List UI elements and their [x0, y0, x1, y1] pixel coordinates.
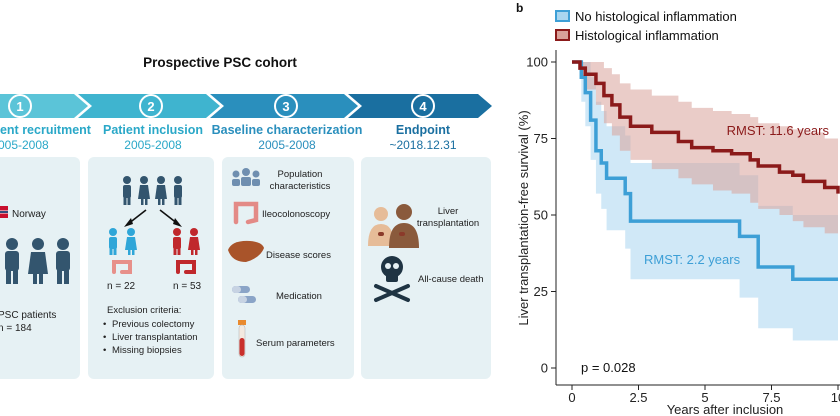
step-2-badge: 2	[139, 94, 163, 118]
red-patients-icon	[173, 228, 200, 255]
flowchart-title: Prospective PSC cohort	[143, 55, 297, 70]
inclusion-n-right: n = 53	[173, 281, 202, 292]
liver-icon	[228, 240, 264, 262]
svg-text:4: 4	[419, 99, 427, 114]
step-1-badge: 1	[8, 94, 32, 118]
inclusion-box	[88, 157, 214, 379]
inflamed-colon-icon	[176, 260, 196, 274]
baseline-item-5: Serum parameters	[256, 338, 335, 349]
confidence-bands	[572, 62, 838, 341]
svg-text:1: 1	[16, 99, 23, 114]
p-value-label: p = 0.028	[581, 360, 636, 375]
step-2-years: 2005-2008	[124, 138, 182, 152]
included-patients-icon	[123, 176, 182, 205]
step-3-badge: 3	[274, 94, 298, 118]
survival-chart: b No histological inflammation Histologi…	[516, 1, 840, 416]
legend-swatch-no-inflammation	[555, 10, 570, 22]
skull-crossbones-icon	[374, 256, 410, 302]
country-label: Norway	[12, 209, 46, 220]
x-tick-label: 0	[568, 390, 575, 405]
patients-label: PSC patients	[0, 310, 56, 321]
exclusion-bullet-2: •	[103, 332, 106, 343]
baseline-item-3: Disease scores	[266, 250, 331, 261]
exclusion-title: Exclusion criteria:	[107, 305, 181, 316]
y-axis-title: Liver transplantation-free survival (%)	[516, 110, 531, 325]
ci-band-inflammation	[572, 62, 838, 240]
baseline-item-1-line1: Population	[278, 169, 323, 180]
step-4-label: Endpoint	[396, 123, 451, 137]
survival-curve-no-inflammation	[572, 60, 838, 282]
svg-text:3: 3	[282, 99, 289, 114]
colon-icon	[233, 201, 259, 225]
step-2-label: Patient inclusion	[103, 123, 203, 137]
exclusion-bullet-3: •	[103, 345, 106, 356]
baseline-item-4: Medication	[276, 291, 322, 302]
transplant-people-icon	[368, 204, 419, 248]
endpoint-box	[361, 157, 491, 379]
baseline-item-1-line2: characteristics	[270, 181, 331, 192]
chart-legend: No histological inflammation Histologica…	[555, 9, 737, 43]
ci-band-no-inflammation	[572, 62, 838, 341]
exclusion-item-2: Liver transplantation	[112, 332, 198, 343]
norway-flag-icon	[0, 206, 8, 218]
step-3-years: 2005-2008	[258, 138, 316, 152]
split-arrows	[124, 209, 182, 227]
y-tick-label: 25	[534, 284, 548, 299]
step-4-badge: 4	[411, 94, 435, 118]
pills-icon	[232, 286, 256, 303]
exclusion-item-3: Missing biopsies	[112, 345, 182, 356]
panel-label: b	[516, 1, 523, 15]
endpoint-item-1-line2: transplantation	[417, 218, 479, 229]
x-axis-title: Years after inclusion	[667, 402, 784, 416]
baseline-item-2: Ileocolonoscopy	[262, 209, 330, 220]
exclusion-bullet-1: •	[103, 319, 106, 330]
flowchart-panel: Prospective PSC cohort 1 2 3 4 Patie	[0, 55, 492, 379]
legend-label-inflammation: Histological inflammation	[575, 28, 719, 43]
x-tick-label: 2.5	[629, 390, 647, 405]
y-tick-label: 75	[534, 131, 548, 146]
legend-swatch-inflammation	[555, 29, 570, 41]
patients-count: n = 184	[0, 323, 32, 334]
y-tick-label: 50	[534, 208, 548, 223]
x-tick-label: 7.5	[762, 390, 780, 405]
axis-ticks: 0 25 50 75 100 0 2.5 5 7.5 10	[526, 55, 840, 406]
x-tick-label: 10	[831, 390, 840, 405]
patients-group-icon	[5, 238, 70, 284]
survival-curve-inflammation	[572, 60, 840, 194]
legend-label-no-inflammation: No histological inflammation	[575, 9, 737, 24]
rmst-no-inflammation-label: RMST: 2.2 years	[644, 252, 741, 267]
y-tick-label: 100	[526, 55, 548, 70]
blood-tube-icon	[238, 320, 246, 358]
x-tick-label: 5	[701, 390, 708, 405]
survival-curves	[572, 60, 840, 282]
step-1-years: 2005-2008	[0, 138, 49, 152]
endpoint-item-2: All-cause death	[418, 274, 483, 285]
step-1-label: Patient recruitment	[0, 123, 92, 137]
rmst-inflammation-label: RMST: 11.6 years	[727, 123, 830, 138]
svg-text:2: 2	[147, 99, 154, 114]
step-3-label: Baseline characterization	[212, 123, 363, 137]
exclusion-item-1: Previous colectomy	[112, 319, 195, 330]
step-4-years: ~2018.12.31	[389, 138, 456, 152]
healthy-colon-icon	[112, 260, 132, 274]
y-tick-label: 0	[541, 361, 548, 376]
population-icon	[232, 168, 260, 186]
inclusion-n-left: n = 22	[107, 281, 136, 292]
blue-patients-icon	[109, 228, 137, 255]
endpoint-item-1-line1: Liver	[438, 206, 459, 217]
